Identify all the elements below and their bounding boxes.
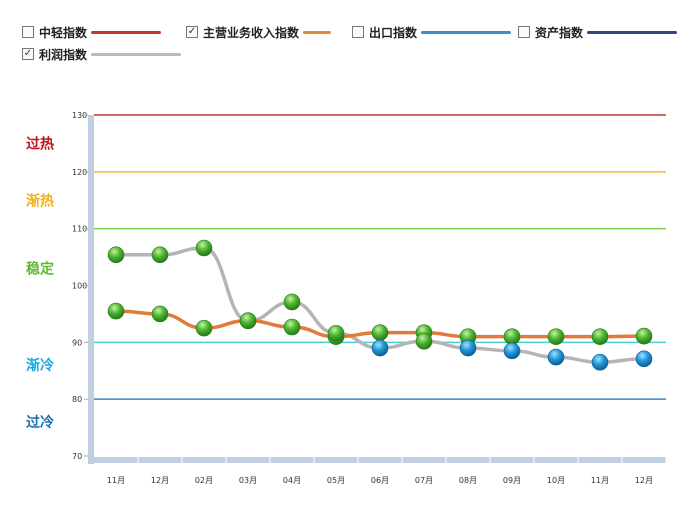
checkbox[interactable] (518, 26, 530, 38)
data-point (371, 339, 389, 357)
data-point (371, 324, 389, 341)
data-point (107, 302, 125, 320)
y-tick-label: 110 (72, 225, 87, 234)
y-tick-label: 80 (72, 395, 82, 404)
x-tick-label: 04月 (283, 476, 301, 485)
legend-swatch (91, 52, 182, 56)
y-tick-label: 100 (72, 282, 87, 291)
data-point (503, 342, 521, 360)
legend-item[interactable]: ✓ 主营业务收入指数 (186, 24, 332, 40)
legend-label: 利润指数 (39, 47, 88, 62)
data-point (415, 332, 433, 350)
data-point (503, 328, 521, 345)
y-tick-label: 90 (72, 338, 82, 347)
x-tick-label: 11月 (591, 476, 609, 485)
y-axis-bar (88, 115, 94, 464)
y-tick-label: 120 (72, 168, 87, 177)
data-point (635, 327, 653, 345)
checkbox[interactable]: ✓ (22, 48, 34, 60)
x-tick-label: 11月 (107, 476, 125, 485)
data-point (195, 239, 213, 257)
x-tick-label: 06月 (371, 476, 389, 485)
data-point (195, 319, 213, 337)
band-label: 渐冷 (26, 357, 54, 374)
legend-item[interactable]: 中轻指数 (22, 24, 162, 40)
data-point (151, 305, 169, 323)
legend-item[interactable]: 资产指数 (518, 24, 678, 40)
x-tick-label: 07月 (415, 476, 433, 485)
x-tick-label: 03月 (239, 476, 257, 485)
y-tick-label: 130 (72, 111, 87, 120)
data-point (107, 246, 125, 264)
data-point (635, 350, 653, 368)
x-axis-bar (94, 457, 666, 463)
y-tick-label: 70 (72, 452, 82, 461)
x-tick-label: 05月 (327, 476, 345, 485)
x-tick-label: 08月 (459, 476, 477, 485)
band-label: 稳定 (26, 260, 54, 277)
legend-label: 资产指数 (535, 25, 584, 40)
data-point (591, 353, 609, 371)
data-point (547, 328, 565, 345)
data-point (547, 348, 565, 366)
band-label: 过冷 (26, 414, 54, 431)
legend-item[interactable]: 出口指数 (352, 24, 512, 40)
legend-label: 主营业务收入指数 (203, 25, 300, 40)
checkbox[interactable] (352, 26, 364, 38)
x-tick-label: 02月 (195, 476, 213, 485)
legend-swatch (91, 30, 162, 34)
data-point (591, 328, 609, 345)
data-point (151, 246, 169, 264)
legend-swatch (421, 30, 512, 34)
band-label: 渐热 (26, 192, 54, 209)
band-label: 过热 (26, 135, 54, 152)
checkbox[interactable]: ✓ (186, 26, 198, 38)
x-tick-label: 12月 (635, 476, 653, 485)
data-point (239, 312, 257, 330)
legend-label: 出口指数 (369, 25, 418, 40)
data-point (283, 293, 301, 311)
data-point (459, 339, 477, 357)
x-tick-label: 09月 (503, 476, 521, 485)
data-point (327, 324, 345, 342)
checkbox[interactable] (22, 26, 34, 38)
x-tick-label: 10月 (547, 476, 565, 485)
legend-swatch (587, 30, 678, 34)
data-point (283, 318, 301, 336)
legend-item[interactable]: ✓ 利润指数 (22, 46, 182, 62)
x-tick-label: 12月 (151, 476, 169, 485)
legend-label: 中轻指数 (39, 25, 88, 40)
legend-swatch (303, 30, 332, 34)
